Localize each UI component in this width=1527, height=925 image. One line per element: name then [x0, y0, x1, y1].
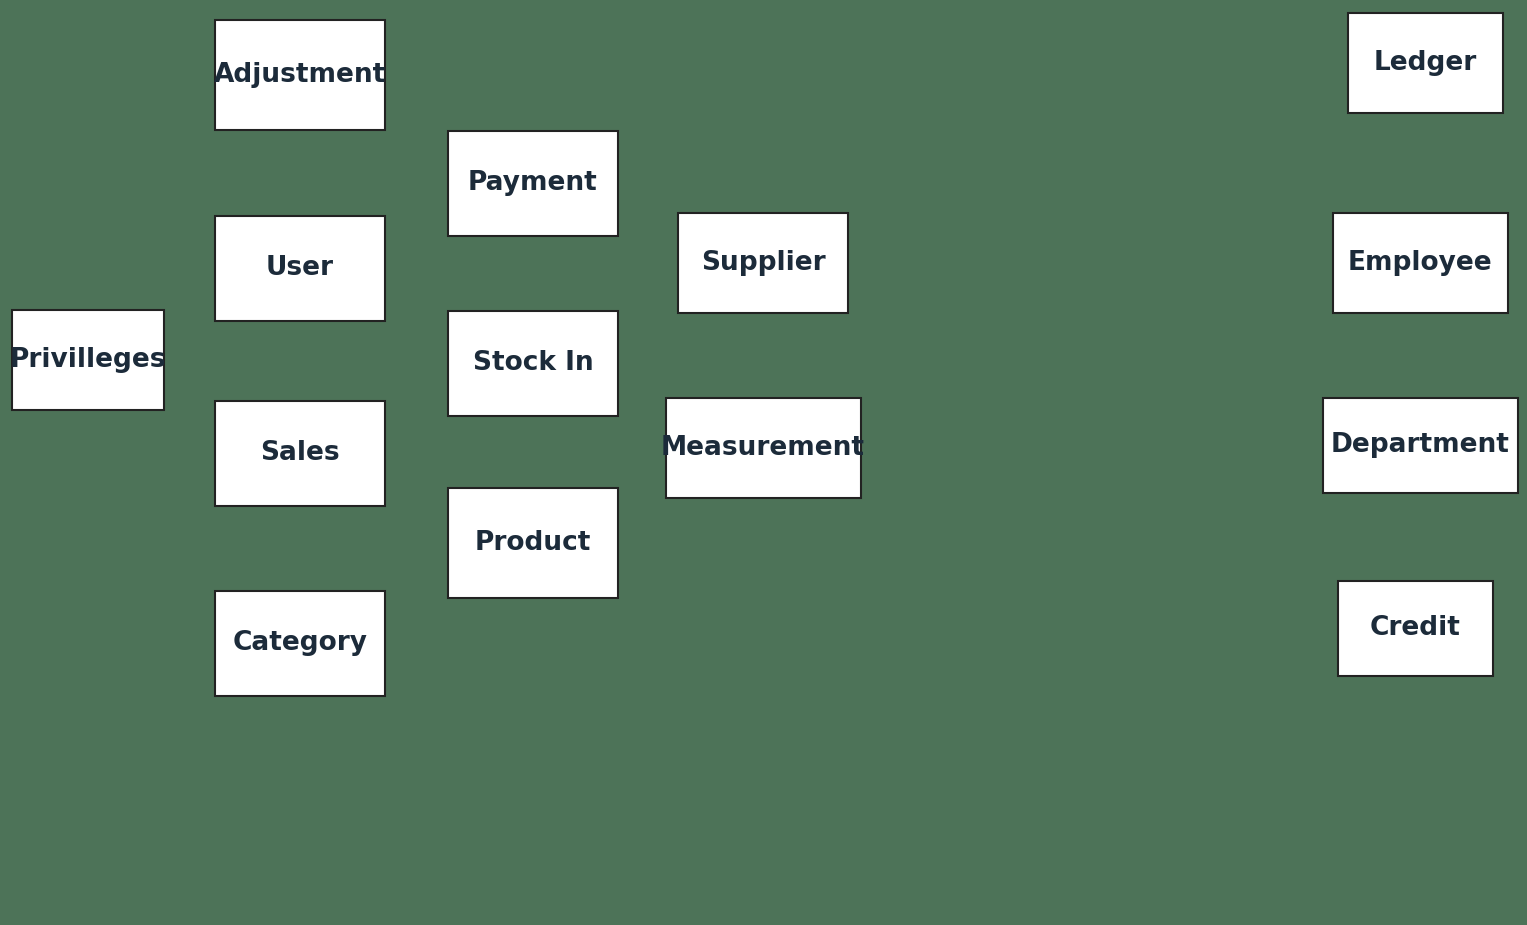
Text: Category: Category — [232, 630, 368, 656]
FancyBboxPatch shape — [1322, 398, 1518, 492]
FancyBboxPatch shape — [447, 311, 618, 415]
Text: Product: Product — [475, 530, 591, 556]
Text: Stock In: Stock In — [473, 350, 594, 376]
Text: Ledger: Ledger — [1373, 50, 1477, 76]
FancyBboxPatch shape — [666, 398, 861, 498]
Text: Adjustment: Adjustment — [214, 62, 386, 88]
Text: Employee: Employee — [1348, 250, 1492, 276]
Text: Credit: Credit — [1370, 615, 1460, 641]
FancyBboxPatch shape — [678, 213, 847, 313]
FancyBboxPatch shape — [1347, 13, 1503, 113]
Text: User: User — [266, 255, 334, 281]
FancyBboxPatch shape — [215, 216, 385, 320]
Text: Privilleges: Privilleges — [9, 347, 166, 373]
FancyBboxPatch shape — [447, 488, 618, 598]
Text: Measurement: Measurement — [661, 435, 864, 461]
Text: Supplier: Supplier — [701, 250, 825, 276]
FancyBboxPatch shape — [447, 130, 618, 236]
FancyBboxPatch shape — [215, 20, 385, 130]
FancyBboxPatch shape — [215, 401, 385, 505]
FancyBboxPatch shape — [12, 310, 163, 410]
FancyBboxPatch shape — [215, 590, 385, 696]
Text: Department: Department — [1330, 432, 1509, 458]
FancyBboxPatch shape — [1333, 213, 1507, 313]
FancyBboxPatch shape — [1338, 581, 1492, 675]
Text: Sales: Sales — [260, 440, 341, 466]
Text: Payment: Payment — [469, 170, 599, 196]
